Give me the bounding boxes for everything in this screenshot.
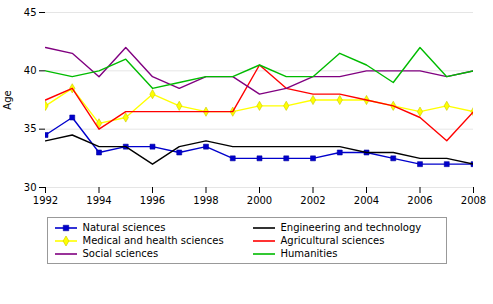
svg-text:1994: 1994	[86, 195, 111, 206]
svg-text:30: 30	[24, 182, 37, 193]
svg-text:35: 35	[24, 123, 37, 134]
svg-text:2008: 2008	[461, 195, 486, 206]
html-text:Humanities: Humanities	[280, 248, 338, 259]
svg-text:40: 40	[24, 65, 37, 76]
html-text:Agricultural sciences: Agricultural sciences	[280, 235, 385, 246]
svg-text:1996: 1996	[140, 195, 165, 206]
svg-text:1998: 1998	[193, 195, 218, 206]
svg-text:2004: 2004	[354, 195, 379, 206]
svg-text:2000: 2000	[247, 195, 272, 206]
svg-text:2006: 2006	[407, 195, 432, 206]
svg-text:2002: 2002	[300, 195, 325, 206]
html-text:Social sciences: Social sciences	[82, 248, 159, 259]
html-text:Engineering and technology: Engineering and technology	[280, 222, 422, 233]
html-text:Medical and health sciences: Medical and health sciences	[82, 235, 224, 246]
svg-text:45: 45	[24, 7, 37, 18]
svg-text:1992: 1992	[33, 195, 58, 206]
svg-text:Age: Age	[2, 90, 13, 109]
html-text:Natural sciences: Natural sciences	[82, 222, 166, 233]
